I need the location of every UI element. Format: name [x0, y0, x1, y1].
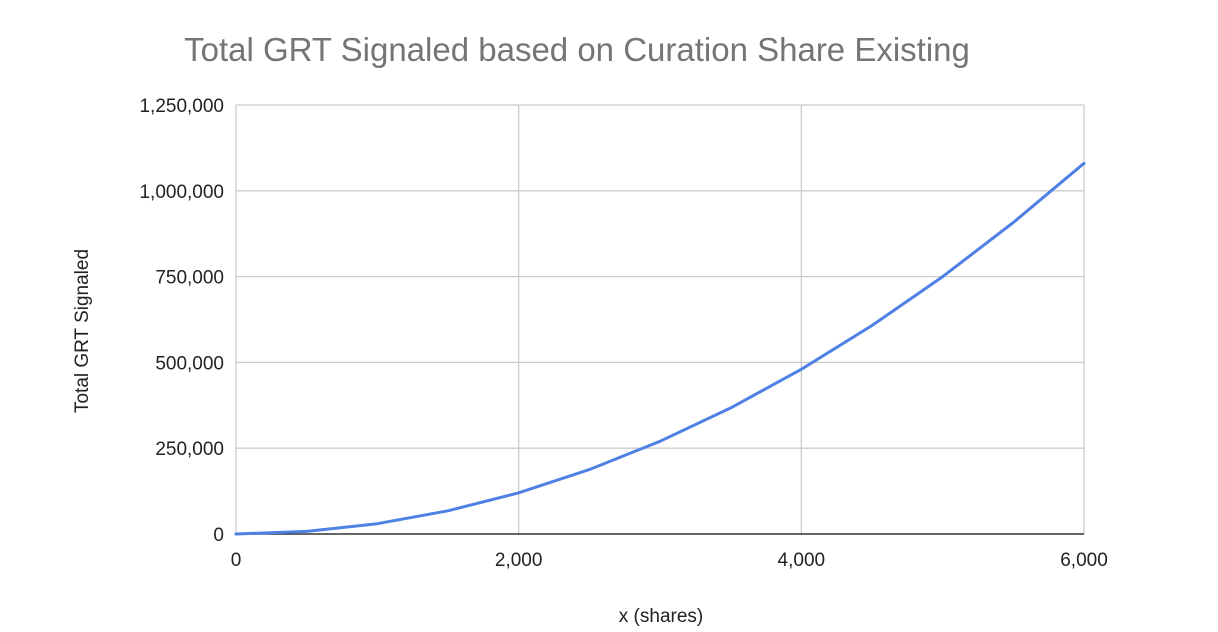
axes	[235, 105, 1084, 535]
y-tick-label: 0	[213, 525, 224, 546]
x-tick-label: 0	[231, 550, 242, 571]
x-axis-title: x (shares)	[619, 606, 703, 627]
y-tick-label: 750,000	[155, 268, 224, 289]
series-layer	[234, 161, 1086, 536]
series-line	[234, 161, 1086, 536]
gridlines	[236, 104, 1085, 534]
chart-title: Total GRT Signaled based on Curation Sha…	[184, 31, 970, 68]
y-tick-label: 250,000	[155, 439, 224, 460]
x-tick-label: 4,000	[778, 550, 826, 571]
x-tick-label: 2,000	[495, 550, 543, 571]
x-tick-label: 6,000	[1060, 550, 1108, 571]
y-tick-label: 500,000	[155, 353, 224, 374]
y-tick-label: 1,250,000	[139, 96, 224, 117]
y-axis-title: Total GRT Signaled	[72, 249, 93, 413]
tick-labels: 0 250,000 500,000 750,000 1,000,000 1,250,000…	[139, 96, 1107, 571]
y-tick-label: 1,000,000	[139, 182, 224, 203]
